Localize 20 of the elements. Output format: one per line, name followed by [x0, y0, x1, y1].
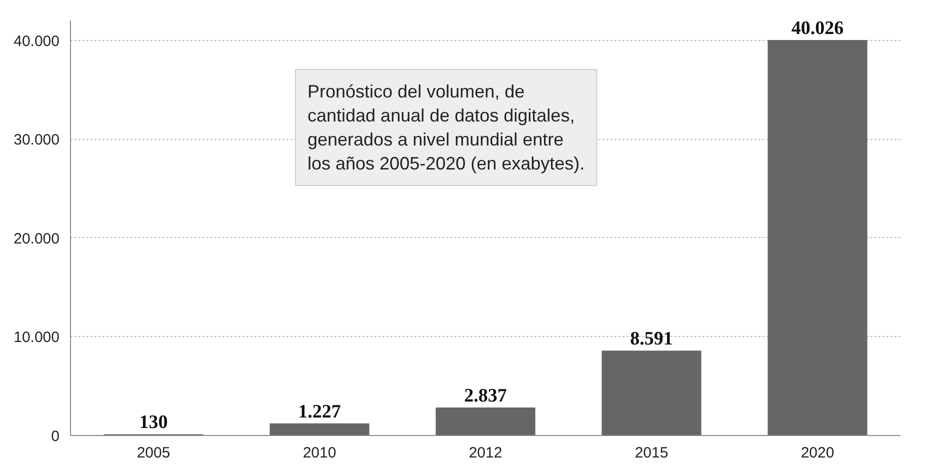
y-tick-label: 10.000 — [14, 329, 60, 346]
bar — [768, 40, 868, 436]
data-label: 130 — [139, 412, 168, 434]
x-tick-label: 2012 — [468, 444, 502, 462]
x-tick-label: 2015 — [634, 444, 668, 462]
y-tick-label: 40.000 — [14, 32, 60, 50]
data-label: 40.026 — [791, 18, 844, 40]
data-label: 1.227 — [298, 401, 342, 422]
data-label: 8.591 — [630, 328, 673, 350]
annotation: Pronóstico del volumen, de cantidad anual de datos digitales, generados a nivel mundial entre los años 2005-2020 (en exabytes). — [308, 82, 585, 174]
x-tick-label: 2010 — [302, 444, 336, 462]
bar — [602, 350, 702, 436]
bar — [436, 407, 536, 436]
x-tick-label: 2005 — [136, 444, 170, 462]
y-tick-label: 0 — [51, 428, 60, 445]
bar — [270, 423, 370, 436]
y-tick-label: 30.000 — [14, 132, 60, 149]
y-tick-label: 20.000 — [14, 230, 60, 248]
data-label: 2.837 — [464, 385, 508, 406]
x-tick-label: 2020 — [800, 444, 834, 462]
